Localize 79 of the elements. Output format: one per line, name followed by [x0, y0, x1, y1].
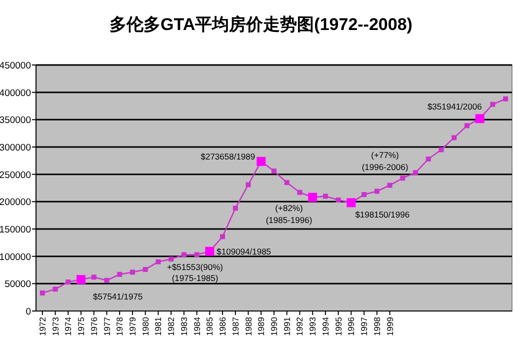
x-tick-label: 1974	[63, 316, 74, 336]
y-tick-label: 150000	[0, 224, 31, 236]
point	[168, 256, 174, 262]
point	[400, 176, 406, 181]
y-tick-label: 100000	[0, 252, 31, 263]
point	[232, 206, 238, 211]
point	[220, 234, 226, 240]
x-tick-label: 1989	[256, 316, 266, 336]
y-tick-label: 250000	[0, 170, 31, 181]
x-tick-label: 1972	[37, 316, 48, 336]
x-tick-label: 1984	[192, 316, 202, 336]
point	[374, 188, 380, 194]
x-tick-label: 1978	[114, 316, 125, 336]
point	[322, 194, 328, 199]
point	[156, 259, 161, 264]
x-tick-label: 1996	[346, 316, 356, 336]
x-tick-label: 1973	[50, 316, 60, 336]
point	[362, 192, 367, 198]
annotation: (1975-1985)	[172, 273, 218, 283]
x-tick-label: 1980	[140, 316, 150, 336]
annotation: (1985-1996)	[266, 215, 312, 225]
point	[104, 278, 110, 283]
x-tick-label: 1993	[308, 316, 318, 336]
point	[297, 190, 302, 195]
chart-title: 多伦多GTA平均房价走势图(1972--2008)	[110, 15, 412, 34]
y-tick-label: 0	[26, 306, 31, 318]
y-tick-label: 300000	[0, 142, 31, 154]
x-tick-label: 1976	[88, 316, 99, 336]
point	[426, 156, 431, 162]
x-tick-label: 1999	[384, 316, 395, 336]
annotation: $198150/1996	[355, 210, 410, 220]
point	[181, 252, 186, 258]
point	[66, 280, 71, 285]
x-tick-label: 1998	[372, 316, 382, 336]
point	[336, 198, 341, 203]
x-tick-label: 1997	[359, 316, 370, 336]
x-tick-label: 1982	[166, 316, 176, 336]
point	[413, 170, 418, 176]
x-tick-label: 1990	[269, 316, 279, 336]
annotation: $109094/1985	[216, 246, 272, 256]
x-tick-label: 1994	[320, 316, 330, 336]
x-tick-label: 1975	[76, 316, 86, 336]
y-tick-label: 200000	[0, 197, 31, 208]
point	[464, 123, 470, 128]
point	[272, 168, 276, 174]
point	[130, 270, 135, 275]
x-tick-label: 1988	[243, 316, 254, 336]
point	[246, 182, 251, 188]
point	[452, 135, 457, 140]
annotation: $57541/1975	[93, 292, 143, 302]
point	[387, 182, 392, 188]
annotation: (1996-2006)	[362, 162, 408, 172]
x-tick-label: 1985	[204, 316, 215, 336]
x-tick-label: 1992	[294, 316, 305, 336]
annotation: (+77%)	[371, 150, 399, 160]
point	[52, 286, 58, 292]
x-tick-label: 1991	[282, 316, 292, 336]
x-tick-label: 1983	[178, 316, 189, 336]
annotation: +$51553(90%)	[166, 262, 224, 272]
point	[194, 252, 200, 258]
point	[117, 272, 122, 277]
point	[284, 180, 290, 186]
annotation: $273658/1989	[200, 151, 256, 162]
y-tick-label: 50000	[4, 279, 31, 290]
x-tick-label: 1987	[230, 316, 240, 336]
x-tick-label: 1986	[218, 316, 228, 336]
x-tick-label: 1979	[127, 316, 138, 336]
x-tick-label: 1981	[153, 316, 164, 336]
x-tick-label: 1995	[333, 316, 344, 336]
point	[490, 102, 496, 107]
point	[40, 290, 45, 296]
point	[503, 96, 508, 102]
point	[142, 266, 148, 272]
x-tick-label: 1977	[102, 316, 112, 336]
annotation: (+82%)	[275, 203, 303, 213]
y-tick-label: 350000	[0, 115, 31, 126]
annotation: $351941/2006	[427, 102, 482, 112]
point	[91, 274, 96, 280]
point	[438, 147, 444, 152]
